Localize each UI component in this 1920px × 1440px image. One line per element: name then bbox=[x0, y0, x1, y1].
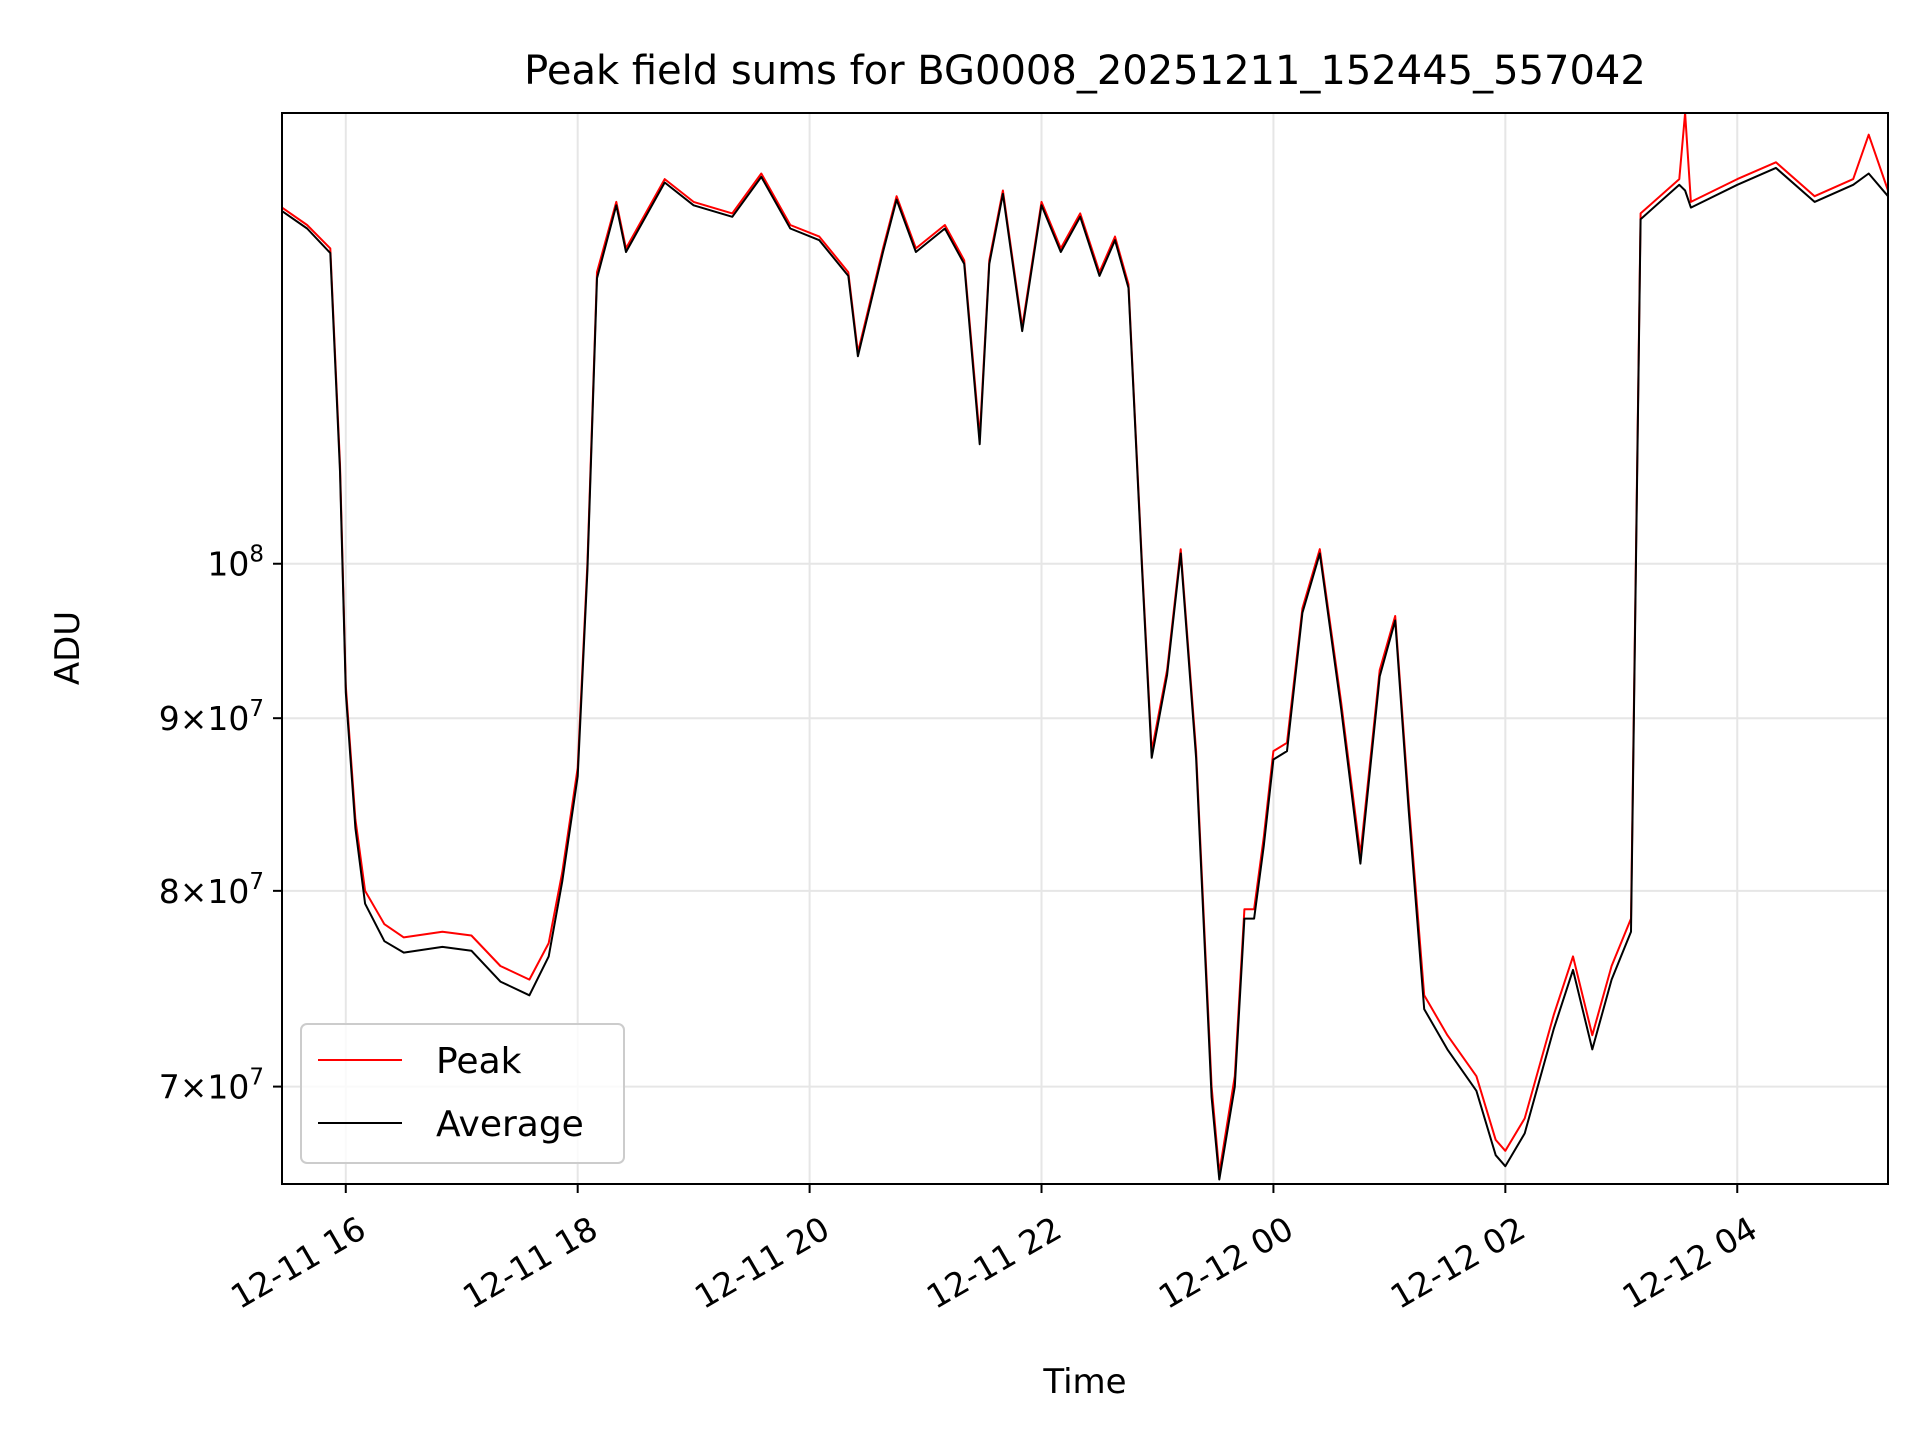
y-axis: 7×107 8×107 9×107 108 bbox=[159, 542, 282, 1107]
y-tick-label: 108 bbox=[207, 542, 264, 584]
plot-frame bbox=[281, 112, 1889, 1185]
y-tick-label: 9×107 bbox=[159, 696, 264, 738]
y-tick-label: 8×107 bbox=[159, 869, 264, 911]
legend-label-average: Average bbox=[436, 1104, 584, 1145]
y-axis-label: ADU bbox=[48, 611, 88, 685]
chart-title: Peak field sums for BG0008_20251211_1524… bbox=[524, 48, 1646, 94]
series-layer bbox=[281, 112, 1889, 1181]
series-line-average bbox=[281, 166, 1889, 1181]
y-tick-label: 7×107 bbox=[159, 1065, 264, 1107]
x-axis-label: Time bbox=[1042, 1362, 1126, 1402]
legend-label-peak: Peak bbox=[436, 1041, 522, 1082]
legend-box bbox=[300, 1023, 625, 1164]
legend: Peak Average bbox=[300, 1023, 625, 1164]
